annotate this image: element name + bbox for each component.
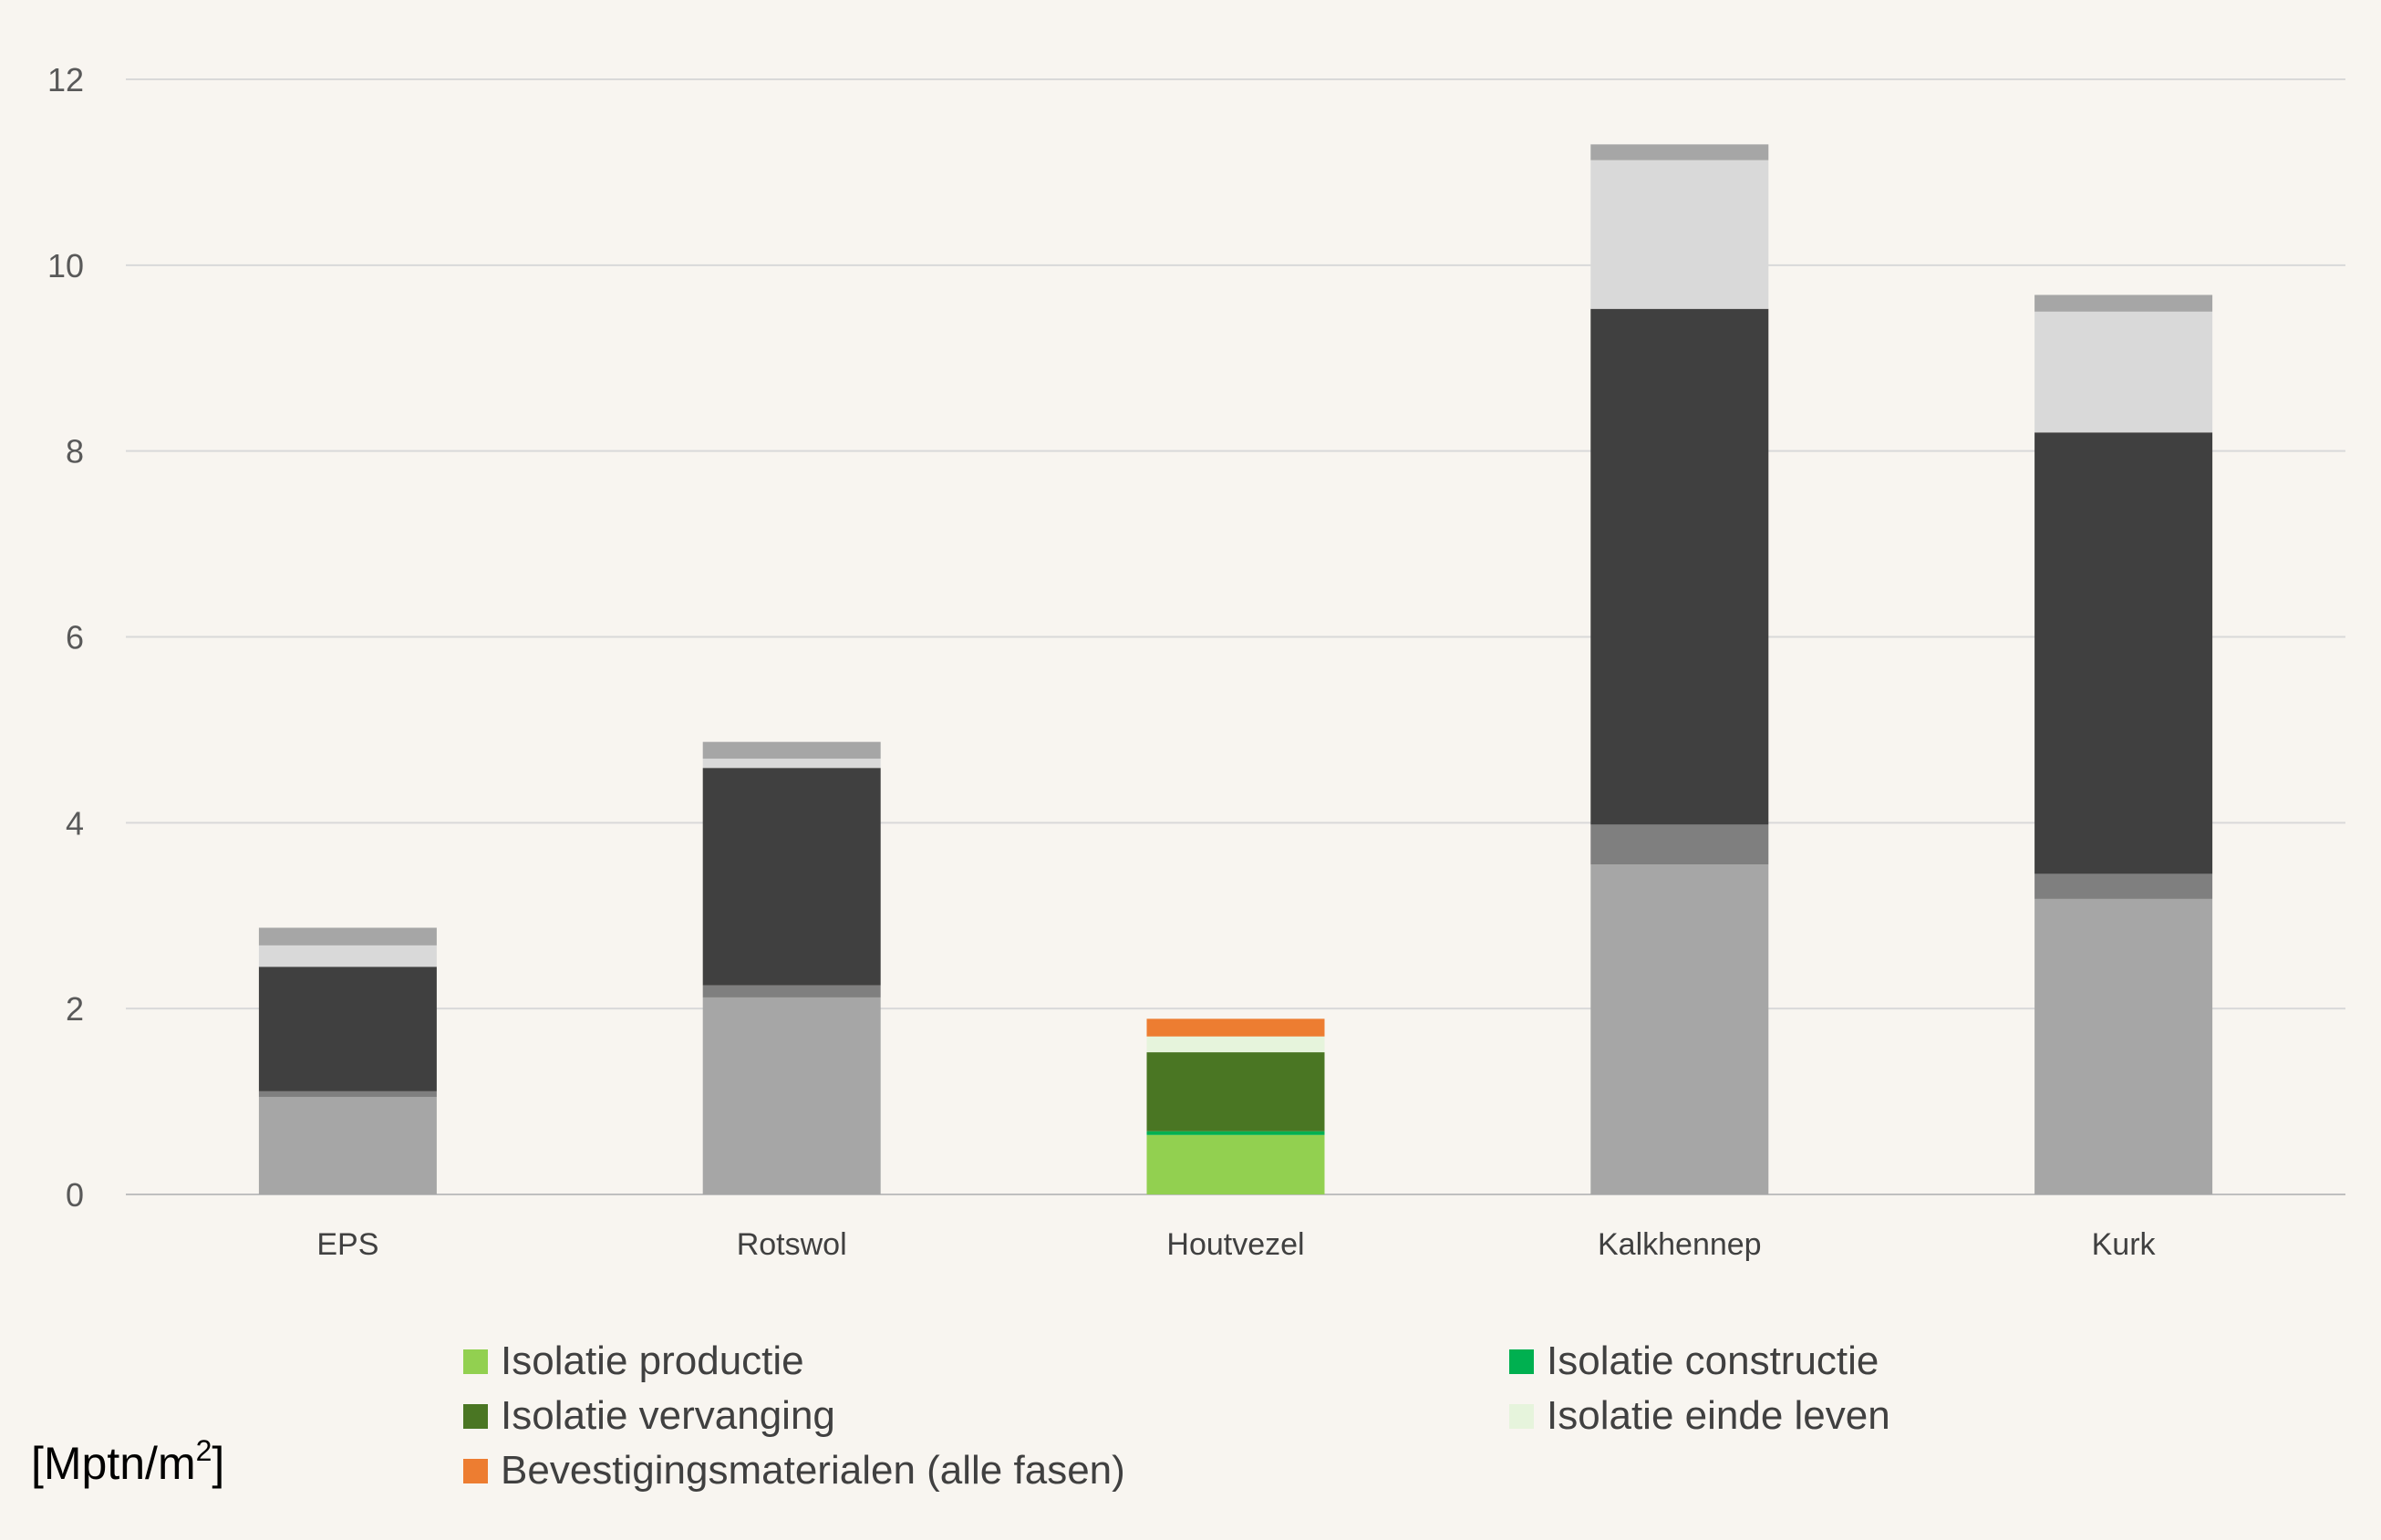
bar-segment-eps-4 [258,927,437,946]
bar-segment-eps-1 [258,1090,437,1097]
x-axis-categories: EPS Rotswol Houtvezel Kalkhennep Kurk [316,1227,2156,1262]
y-axis-ticks: 0 2 4 6 8 10 12 [47,61,84,1214]
unit-label: [Mptn/m2] [31,1434,224,1489]
bar-segment-kurk-4 [2034,295,2213,312]
legend-label: Isolatie vervanging [501,1393,835,1438]
legend-swatch [463,1459,488,1483]
y-tick-label: 8 [66,433,84,470]
bar-segment-houtvezel-3 [1146,1036,1325,1053]
bar-segment-eps-0 [258,1096,437,1194]
bar-segment-rotswol-0 [702,997,881,1194]
bar-segment-rotswol-1 [702,985,881,997]
legend-swatch [1509,1349,1534,1374]
legend-swatch [1509,1404,1534,1429]
bar-segment-kurk-3 [2034,311,2213,433]
bar-segment-kalkhennep-0 [1590,864,1769,1194]
bar-segment-kurk-0 [2034,898,2213,1194]
bars [258,144,2213,1194]
category-label: Rotswol [737,1227,847,1262]
bar-segment-kurk-1 [2034,873,2213,899]
bar-segment-kalkhennep-4 [1590,144,1769,160]
bar-segment-houtvezel-0 [1146,1134,1325,1194]
gridlines [126,78,2345,1195]
y-tick-label: 6 [66,619,84,656]
bar-segment-kurk-2 [2034,432,2213,874]
category-label: Kalkhennep [1598,1227,1762,1262]
bar-segment-eps-3 [258,945,437,967]
bar-segment-kalkhennep-1 [1590,824,1769,865]
bar-segment-kalkhennep-3 [1590,160,1769,309]
legend-label: Isolatie productie [501,1338,804,1383]
legend-swatch [463,1349,488,1374]
bar-segment-houtvezel-1 [1146,1131,1325,1135]
category-label: Houtvezel [1166,1227,1304,1262]
bar-segment-houtvezel-2 [1146,1052,1325,1132]
bar-segment-rotswol-4 [702,741,881,760]
legend-label: Isolatie einde leven [1547,1393,1890,1438]
category-label: EPS [316,1227,378,1262]
legend-label: Isolatie constructie [1547,1338,1879,1383]
legend-label: Bevestigingsmaterialen (alle fasen) [501,1448,1125,1493]
bar-segment-eps-2 [258,966,437,1091]
y-tick-label: 10 [47,247,84,284]
category-label: Kurk [2092,1227,2157,1262]
y-tick-label: 0 [66,1176,84,1214]
bar-segment-houtvezel-4 [1146,1018,1325,1037]
y-tick-label: 4 [66,804,84,842]
bar-segment-rotswol-2 [702,768,881,986]
y-tick-label: 2 [66,990,84,1028]
bar-segment-kalkhennep-2 [1590,308,1769,825]
bar-segment-rotswol-3 [702,759,881,769]
y-tick-label: 12 [47,61,84,98]
legend-swatch [463,1404,488,1429]
legend: Isolatie productie Isolatie constructie Is… [463,1338,1890,1493]
